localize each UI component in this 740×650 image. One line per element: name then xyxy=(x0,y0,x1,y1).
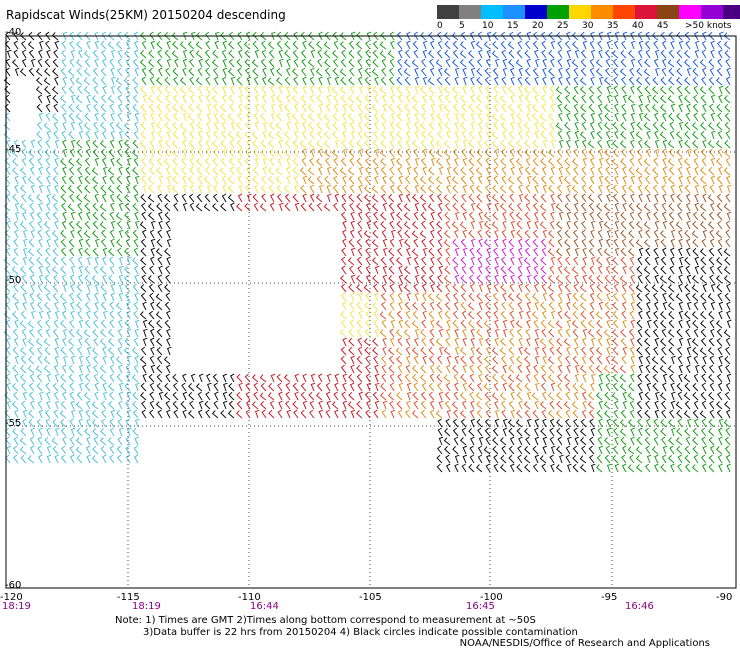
scale-swatch xyxy=(635,5,657,19)
lat-label: -50 xyxy=(5,275,22,286)
scale-label: >50 knots xyxy=(685,21,732,31)
lon-label: -120 xyxy=(0,592,23,603)
scale-swatch xyxy=(569,5,591,19)
lat-label: -55 xyxy=(5,418,22,429)
map-title: Rapidscat Winds(25KM) 20150204 descendin… xyxy=(6,8,286,22)
scale-swatch xyxy=(503,5,525,19)
scale-swatch xyxy=(459,5,481,19)
scale-swatch xyxy=(613,5,635,19)
scale-label: 5 xyxy=(459,21,465,31)
time-label: 18:19 xyxy=(2,601,31,612)
lon-label: -115 xyxy=(117,592,140,603)
scale-label: 15 xyxy=(507,21,519,31)
scale-label: 40 xyxy=(632,21,644,31)
map-grid xyxy=(6,35,736,588)
lon-label: -90 xyxy=(716,592,733,603)
time-label: 16:46 xyxy=(625,601,654,612)
scale-label: 35 xyxy=(607,21,619,31)
lon-label: -105 xyxy=(359,592,382,603)
note-line: 3)Data buffer is 22 hrs from 20150204 4)… xyxy=(143,627,578,638)
scale-label: 30 xyxy=(582,21,594,31)
scale-label: 0 xyxy=(437,21,443,31)
scale-swatch xyxy=(525,5,547,19)
lon-label: -95 xyxy=(601,592,618,603)
lon-label: -110 xyxy=(238,592,261,603)
scale-label: 25 xyxy=(557,21,569,31)
lat-label: -40 xyxy=(5,27,22,38)
map-frame xyxy=(5,35,737,589)
scale-swatch xyxy=(481,5,503,19)
scale-swatch xyxy=(679,5,701,19)
credit-line: NOAA/NESDIS/Office of Research and Appli… xyxy=(459,638,710,649)
wind-barbs xyxy=(3,31,732,473)
scale-swatch xyxy=(701,5,723,19)
scale-swatch xyxy=(547,5,569,19)
lat-label: -45 xyxy=(5,144,22,155)
time-label: 16:45 xyxy=(466,601,495,612)
note-line: Note: 1) Times are GMT 2)Times along bot… xyxy=(115,615,536,626)
scale-swatch xyxy=(723,5,740,19)
scale-swatch xyxy=(657,5,679,19)
scale-label: 45 xyxy=(657,21,669,31)
time-label: 16:44 xyxy=(250,601,279,612)
lat-label: -60 xyxy=(5,580,22,591)
notes: Note: 1) Times are GMT 2)Times along bot… xyxy=(115,615,578,639)
lon-label: -100 xyxy=(480,592,503,603)
scale-swatch xyxy=(437,5,459,19)
scale-label: 20 xyxy=(532,21,544,31)
scale-label: 10 xyxy=(482,21,494,31)
time-label: 18:19 xyxy=(132,601,161,612)
scale-swatch xyxy=(591,5,613,19)
